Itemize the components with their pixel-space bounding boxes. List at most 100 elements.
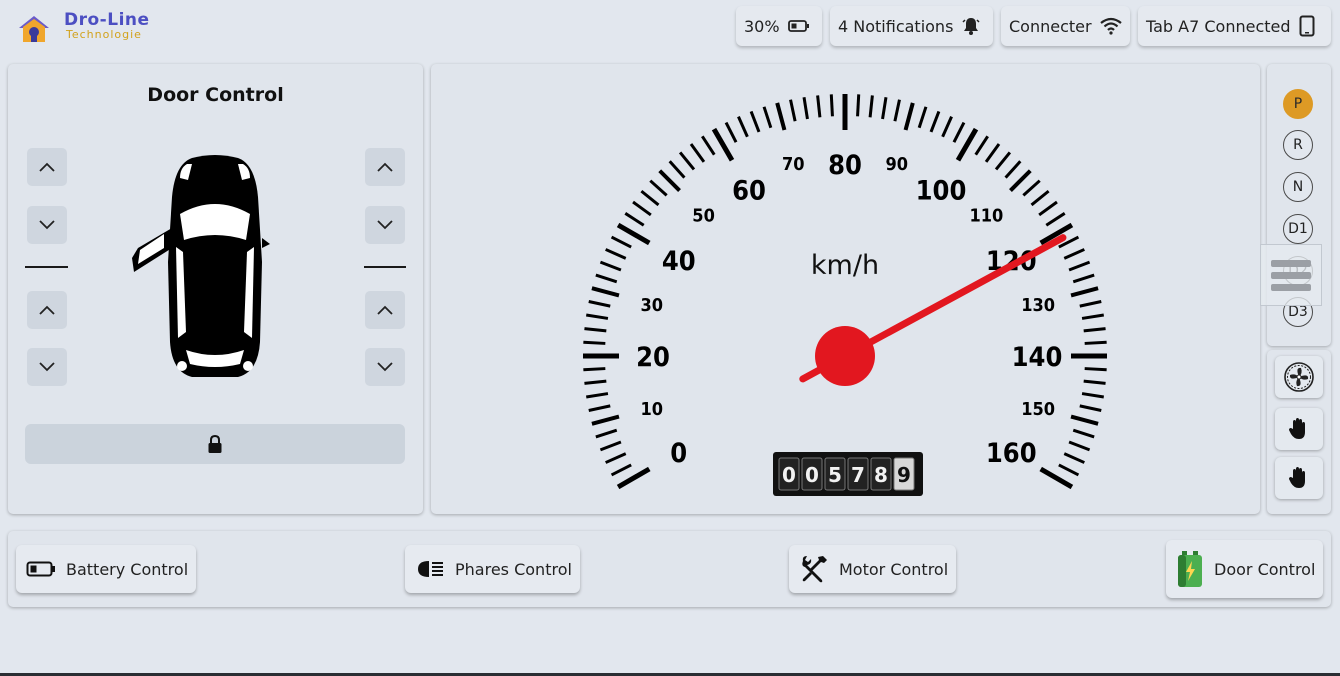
battery-control-button[interactable]: Battery Control (16, 545, 197, 593)
speed-tick (585, 313, 609, 320)
speed-tick (595, 428, 618, 439)
odometer-digit: 7 (851, 463, 865, 487)
speed-tick (1081, 313, 1105, 320)
left-divider (25, 266, 68, 268)
speed-tick (829, 94, 834, 117)
speed-tick (1068, 260, 1091, 272)
battery-status[interactable]: 30% (736, 6, 822, 46)
speed-tick (640, 189, 660, 207)
menu-bar (1271, 283, 1311, 291)
front-right-window-up-button[interactable] (365, 148, 405, 186)
right-divider (364, 266, 406, 268)
speed-tick (610, 235, 632, 249)
speed-tick (668, 160, 686, 179)
chevron-up-icon (39, 305, 55, 315)
speed-tick (588, 300, 611, 308)
headlight-icon (418, 561, 443, 577)
wifi-icon (1099, 17, 1122, 35)
rear-left-window-up-button[interactable] (27, 291, 67, 329)
chevron-down-icon (377, 362, 393, 372)
chevron-down-icon (39, 220, 55, 230)
speed-tick (591, 286, 620, 298)
lock-button[interactable] (25, 424, 405, 464)
speed-tick (1084, 340, 1107, 345)
odometer-digit-cell (824, 457, 846, 491)
front-left-window-down-button[interactable] (27, 206, 67, 244)
speed-tick (893, 99, 901, 122)
phares-control-button[interactable]: Phares Control (405, 545, 580, 593)
front-right-window-down-button[interactable] (365, 206, 405, 244)
hand-stop-button-2[interactable] (1275, 457, 1323, 499)
brand-logo: Dro-Line Technologie (16, 8, 166, 48)
speed-tick (929, 110, 941, 133)
odometer-digit: 5 (828, 463, 842, 487)
speed-tick (583, 367, 606, 372)
speed-tick (1083, 327, 1106, 333)
odometer-digit: 9 (897, 463, 911, 487)
speed-tick (616, 466, 651, 490)
gear-n-button[interactable]: N (1283, 172, 1313, 202)
rear-left-window-down-button[interactable] (27, 348, 67, 386)
speed-tick (678, 151, 696, 171)
hand-stop-button-1[interactable] (1275, 408, 1323, 450)
front-left-window-up-button[interactable] (27, 148, 67, 186)
fan-button[interactable] (1275, 356, 1323, 398)
speed-tick (1084, 367, 1107, 372)
chevron-up-icon (377, 162, 393, 172)
menu-toggle-button[interactable] (1260, 244, 1322, 306)
speed-tick (583, 340, 606, 345)
speed-tick (775, 102, 787, 131)
motor-control-label: Motor Control (839, 559, 949, 579)
speed-tick (605, 452, 627, 464)
speed-tick (588, 404, 611, 412)
speed-tick (649, 179, 668, 197)
gear-d1-button[interactable]: D1 (1283, 214, 1313, 244)
speed-tick (994, 151, 1012, 171)
side-controls (1267, 350, 1331, 514)
green-battery-icon (1178, 551, 1202, 587)
speed-tick (658, 169, 681, 192)
speed-tick (816, 95, 822, 118)
gear-p-button[interactable]: P (1283, 89, 1313, 119)
gear-r-button[interactable]: R (1283, 130, 1313, 160)
speed-tick (1072, 428, 1095, 439)
hand-icon (1289, 467, 1305, 488)
rear-right-window-up-button[interactable] (365, 291, 405, 329)
speed-tick-label: 40 (662, 246, 696, 277)
speed-tick-label: 50 (692, 206, 715, 227)
speed-tick (1063, 248, 1085, 260)
needle-hub (815, 326, 875, 386)
door-control-label: Door Control (1214, 559, 1316, 579)
door-control-title: Door Control (147, 84, 284, 106)
battery-icon (26, 561, 55, 577)
odometer-digit: 8 (874, 463, 888, 487)
notifications-status[interactable]: 4 Notifications (830, 6, 993, 46)
motor-control-button[interactable]: Motor Control (789, 545, 957, 593)
door-control-button[interactable]: Door Control (1166, 540, 1324, 598)
rear-right-window-down-button[interactable] (365, 348, 405, 386)
speed-tick (1039, 222, 1074, 246)
speed-tick (711, 127, 735, 162)
speed-tick (955, 127, 979, 162)
speed-tick (624, 212, 645, 227)
speed-tick (616, 222, 651, 246)
device-status[interactable]: Tab A7 Connected (1138, 6, 1331, 46)
odometer-digit: 0 (782, 463, 796, 487)
speed-tick (802, 96, 809, 120)
speed-tick (974, 135, 989, 156)
door-control-panel: Door Control (8, 64, 423, 514)
speed-tick (1039, 466, 1074, 490)
tablet-icon (1299, 15, 1315, 37)
speed-tick (952, 121, 966, 143)
speed-tick (1038, 200, 1058, 217)
speed-tick (632, 200, 652, 217)
speed-tick (749, 110, 761, 133)
speed-tick (1058, 235, 1080, 249)
wifi-status[interactable]: Connecter (1001, 6, 1130, 46)
speed-tick-label: 160 (986, 438, 1037, 469)
speed-tick (584, 327, 607, 333)
speed-tick (605, 248, 627, 260)
